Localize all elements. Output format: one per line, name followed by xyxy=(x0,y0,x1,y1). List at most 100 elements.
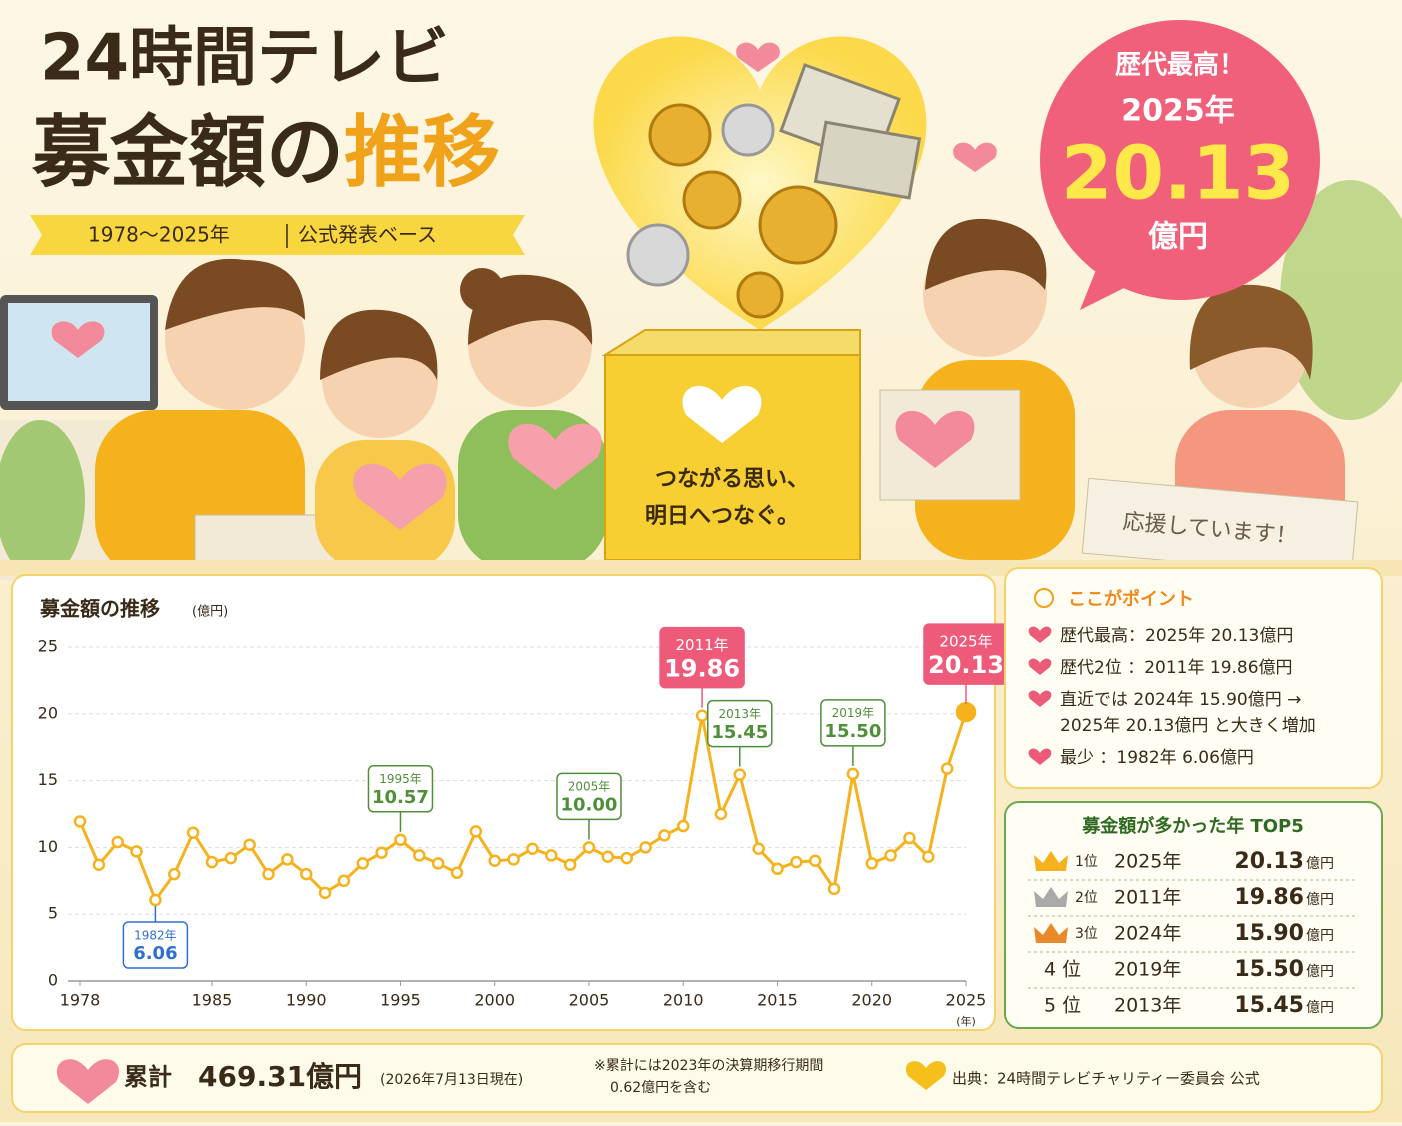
title: 募金額の推移 xyxy=(31,108,500,198)
rank: 2位 xyxy=(1075,890,1098,906)
point-text: 2025年 20.13億円 と大きく増加 xyxy=(1060,716,1316,736)
bubble-tail xyxy=(1080,260,1140,310)
point xyxy=(658,829,671,842)
point xyxy=(563,858,577,872)
box-top xyxy=(601,329,861,356)
point xyxy=(676,819,690,833)
point xyxy=(639,841,652,854)
point xyxy=(394,833,407,847)
crown-icon xyxy=(1034,923,1068,943)
year: 2011年 xyxy=(1114,887,1181,909)
chart-panel xyxy=(11,574,996,1031)
plant xyxy=(0,420,85,580)
data-label: 10.57 xyxy=(372,787,429,808)
data-label: 10.00 xyxy=(561,795,618,816)
point xyxy=(73,815,87,828)
box-text: つながる思い、 xyxy=(655,466,809,492)
bullet-heart xyxy=(1028,748,1052,765)
callout xyxy=(556,772,622,821)
point xyxy=(318,886,332,900)
y-tick-label: 0 xyxy=(48,971,58,990)
subtitle-ribbon xyxy=(30,215,525,255)
rank: 5 位 xyxy=(1044,995,1081,1017)
point xyxy=(262,867,275,881)
banknote xyxy=(813,120,922,200)
year: 2024年 xyxy=(1114,923,1181,945)
subtitle: 公式発表ベース xyxy=(298,223,437,247)
point-text: 歴代最高：2025年 20.13億円 xyxy=(1060,626,1293,646)
coin xyxy=(682,170,742,230)
bullet-heart xyxy=(1028,658,1052,675)
bullet-heart xyxy=(1028,626,1052,643)
person xyxy=(95,258,305,580)
crown-icon xyxy=(1034,851,1068,871)
total-label: 累計 xyxy=(124,1063,172,1091)
point xyxy=(545,849,558,862)
year: 2025年 xyxy=(1114,851,1181,873)
held-heart xyxy=(508,423,602,490)
point xyxy=(903,831,916,845)
point xyxy=(955,701,977,723)
point xyxy=(375,846,388,859)
held-heart xyxy=(353,463,447,530)
points-heading: ここがポイント xyxy=(1068,588,1194,610)
top5-panel xyxy=(1004,801,1383,1029)
source-heart xyxy=(905,1061,947,1090)
coin xyxy=(626,223,690,287)
x-tick-label: 2000 xyxy=(474,991,515,1010)
y-tick-label: 25 xyxy=(38,637,58,656)
coin xyxy=(758,185,838,265)
top5-heading: 募金額が多かった年 TOP5 xyxy=(1081,815,1304,837)
point xyxy=(507,853,520,866)
title: 24時間テレビ xyxy=(40,22,449,96)
point xyxy=(884,849,897,862)
point xyxy=(827,882,841,896)
heart-small xyxy=(736,42,780,72)
x-tick-label: 1985 xyxy=(192,991,233,1010)
total-as-of: (2026年7月13日現在) xyxy=(380,1072,523,1088)
point xyxy=(865,857,878,870)
data-label: 15.45 xyxy=(711,722,768,743)
callout-year: 2013年 xyxy=(719,707,762,721)
unit: 億円 xyxy=(1306,1000,1334,1016)
highlight-bubble xyxy=(1040,20,1320,300)
point xyxy=(431,857,445,870)
x-tick-label: 2005 xyxy=(569,991,610,1010)
crown-icon xyxy=(1034,887,1068,907)
point xyxy=(601,850,615,864)
box-heart xyxy=(682,385,762,443)
point xyxy=(733,768,747,781)
point xyxy=(356,857,370,870)
callout-year: 2011年 xyxy=(675,636,728,654)
unit: 億円 xyxy=(1306,928,1334,944)
rank: 4 位 xyxy=(1044,959,1081,981)
main-box xyxy=(604,354,861,561)
highlight-unit: 億円 xyxy=(1148,220,1208,255)
callout xyxy=(820,699,886,747)
callout-year: 2005年 xyxy=(568,780,611,794)
callout xyxy=(707,699,773,748)
coin xyxy=(721,103,775,157)
x-tick-label: 2025 xyxy=(946,991,987,1010)
y-tick-label: 5 xyxy=(48,904,58,923)
held-box-heart xyxy=(895,410,975,468)
x-tick-label: 1995 xyxy=(380,991,421,1010)
amount: 15.50 xyxy=(1234,957,1304,982)
point xyxy=(281,853,294,866)
footer-panel xyxy=(11,1043,1383,1113)
point xyxy=(469,825,483,838)
point xyxy=(790,855,803,869)
data-label: 15.50 xyxy=(824,721,881,742)
point xyxy=(846,767,860,781)
y-tick-label: 10 xyxy=(38,837,58,856)
callout-year: 2025年 xyxy=(939,633,992,651)
amount: 15.90 xyxy=(1234,921,1304,946)
footer-note: ※累計には2023年の決算期移行期間 xyxy=(594,1058,823,1074)
title-accent: 推移 xyxy=(344,108,500,198)
year: 2013年 xyxy=(1114,995,1181,1017)
callout-year: 1995年 xyxy=(379,772,422,786)
point xyxy=(299,867,313,881)
